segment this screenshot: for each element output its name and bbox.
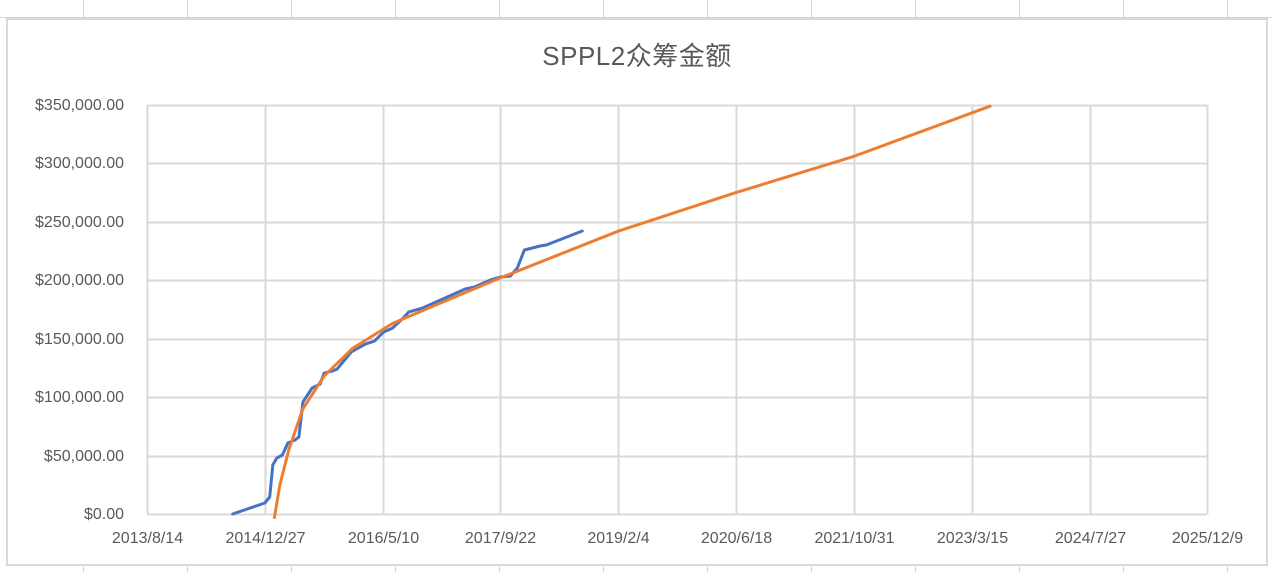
y-tick-label: $100,000.00 (35, 388, 124, 406)
y-tick-label: $200,000.00 (35, 271, 124, 289)
x-tick-label: 2013/8/14 (111, 530, 184, 547)
x-tick-label: 2021/10/31 (814, 530, 895, 547)
x-tick-label: 2020/6/18 (700, 530, 773, 547)
x-tick-label: 2017/9/22 (464, 530, 537, 547)
y-tick-label: $0.00 (83, 505, 124, 523)
y-tick-label: $300,000.00 (35, 154, 124, 172)
x-tick-label: 2024/7/27 (1054, 530, 1127, 547)
y-tick-label: $150,000.00 (35, 330, 124, 348)
x-tick-label: 2014/12/27 (225, 530, 306, 547)
x-tick-label: 2019/2/4 (587, 530, 650, 547)
y-tick-label: $50,000.00 (43, 447, 124, 465)
x-tick-label: 2016/5/10 (347, 530, 420, 547)
y-tick-label: $250,000.00 (35, 213, 124, 231)
gridlines (146, 104, 1209, 516)
chart-title: SPPL2众筹金额 (542, 41, 732, 71)
x-tick-label: 2023/3/15 (936, 530, 1009, 547)
chart-container[interactable] (6, 18, 1268, 566)
x-tick-label: 2025/12/9 (1171, 530, 1244, 547)
trendline[interactable] (272, 104, 992, 519)
series-layer (231, 104, 992, 519)
y-tick-label: $350,000.00 (35, 96, 124, 114)
series-line-crowdfunding[interactable] (231, 229, 584, 516)
